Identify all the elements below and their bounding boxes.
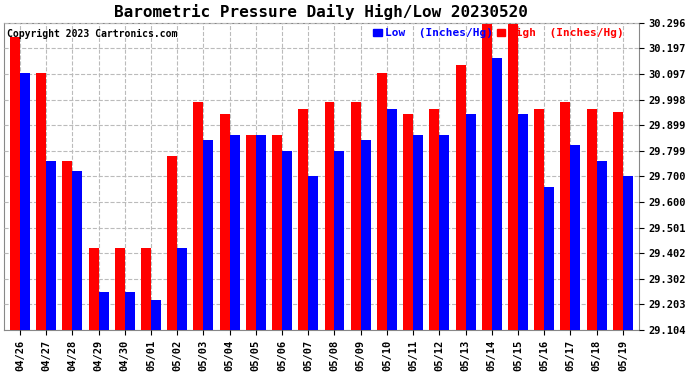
Title: Barometric Pressure Daily High/Low 20230520: Barometric Pressure Daily High/Low 20230… (115, 4, 529, 20)
Bar (298, 109, 308, 330)
Bar (256, 135, 266, 330)
Bar (115, 249, 125, 330)
Bar (508, 24, 518, 330)
Bar (10, 37, 20, 330)
Bar (324, 102, 335, 330)
Bar (167, 156, 177, 330)
Bar (151, 300, 161, 330)
Bar (204, 140, 213, 330)
Bar (219, 114, 230, 330)
Bar (72, 171, 82, 330)
Bar (571, 146, 580, 330)
Bar (560, 102, 571, 330)
Bar (544, 187, 554, 330)
Bar (361, 140, 371, 330)
Bar (518, 114, 528, 330)
Bar (177, 249, 187, 330)
Bar (377, 73, 387, 330)
Bar (246, 135, 256, 330)
Bar (387, 109, 397, 330)
Bar (429, 109, 440, 330)
Bar (623, 176, 633, 330)
Text: Copyright 2023 Cartronics.com: Copyright 2023 Cartronics.com (8, 29, 178, 39)
Bar (534, 109, 544, 330)
Bar (466, 114, 475, 330)
Bar (455, 66, 466, 330)
Bar (282, 150, 292, 330)
Bar (308, 176, 318, 330)
Bar (482, 24, 492, 330)
Bar (141, 249, 151, 330)
Bar (88, 249, 99, 330)
Bar (125, 292, 135, 330)
Bar (193, 102, 204, 330)
Bar (492, 58, 502, 330)
Bar (230, 135, 239, 330)
Bar (99, 292, 108, 330)
Bar (272, 135, 282, 330)
Bar (335, 150, 344, 330)
Bar (440, 135, 449, 330)
Bar (413, 135, 423, 330)
Bar (20, 73, 30, 330)
Bar (351, 102, 361, 330)
Bar (597, 161, 607, 330)
Bar (46, 161, 56, 330)
Bar (62, 161, 72, 330)
Bar (403, 114, 413, 330)
Legend: Low  (Inches/Hg), High  (Inches/Hg): Low (Inches/Hg), High (Inches/Hg) (373, 28, 624, 38)
Bar (613, 112, 623, 330)
Bar (36, 73, 46, 330)
Bar (586, 109, 597, 330)
